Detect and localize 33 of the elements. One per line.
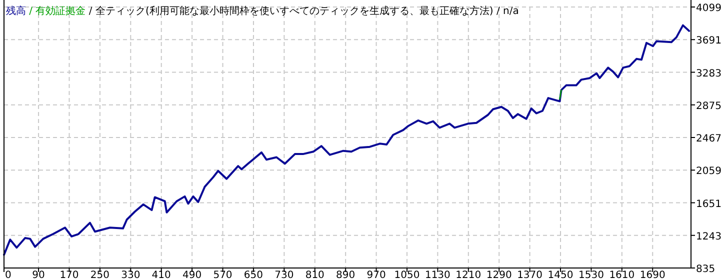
x-tick-label: 970 xyxy=(366,270,386,280)
x-tick-label: 0 xyxy=(5,270,12,280)
y-tick-label: 3283 xyxy=(696,68,721,80)
x-tick-label: 1210 xyxy=(456,270,482,280)
x-tick-label: 1290 xyxy=(486,270,512,280)
x-tick-label: 730 xyxy=(274,270,294,280)
x-tick-label: 170 xyxy=(60,270,79,280)
x-tick-label: 570 xyxy=(213,270,232,280)
x-tick-label: 650 xyxy=(244,270,264,280)
y-tick-label: 2059 xyxy=(696,166,721,178)
x-tick-label: 1610 xyxy=(609,270,635,280)
x-tick-label: 1690 xyxy=(640,270,666,280)
y-tick-label: 1651 xyxy=(696,198,721,210)
y-tick-label: 1243 xyxy=(696,231,721,242)
x-tick-label: 250 xyxy=(90,270,110,280)
y-tick-label: 2467 xyxy=(696,134,721,144)
x-tick-label: 410 xyxy=(152,270,171,280)
x-tick-label: 1370 xyxy=(517,270,543,280)
x-tick-label: 1050 xyxy=(394,270,420,280)
x-tick-label: 810 xyxy=(305,270,324,280)
line-series xyxy=(3,24,690,256)
chart-title: 残高 / 有効証拠金 / 全ティック(利用可能な最小時間枠を使いすべてのティックを生成する、最も正確な方法) / n/a xyxy=(6,5,519,17)
y-tick-label: 2875 xyxy=(696,100,721,112)
x-tick-label: 890 xyxy=(336,270,356,280)
x-tick-label: 330 xyxy=(121,270,140,280)
x-tick-label: 490 xyxy=(182,270,202,280)
y-tick-label: 4099 xyxy=(696,3,721,14)
y-tick-label: 835 xyxy=(696,264,716,275)
x-tick-label: 90 xyxy=(32,270,45,280)
x-tick-label: 1530 xyxy=(578,270,604,280)
y-tick-label: 3691 xyxy=(696,36,721,47)
x-tick-label: 1450 xyxy=(548,270,574,280)
x-tick-label: 1130 xyxy=(424,270,450,280)
